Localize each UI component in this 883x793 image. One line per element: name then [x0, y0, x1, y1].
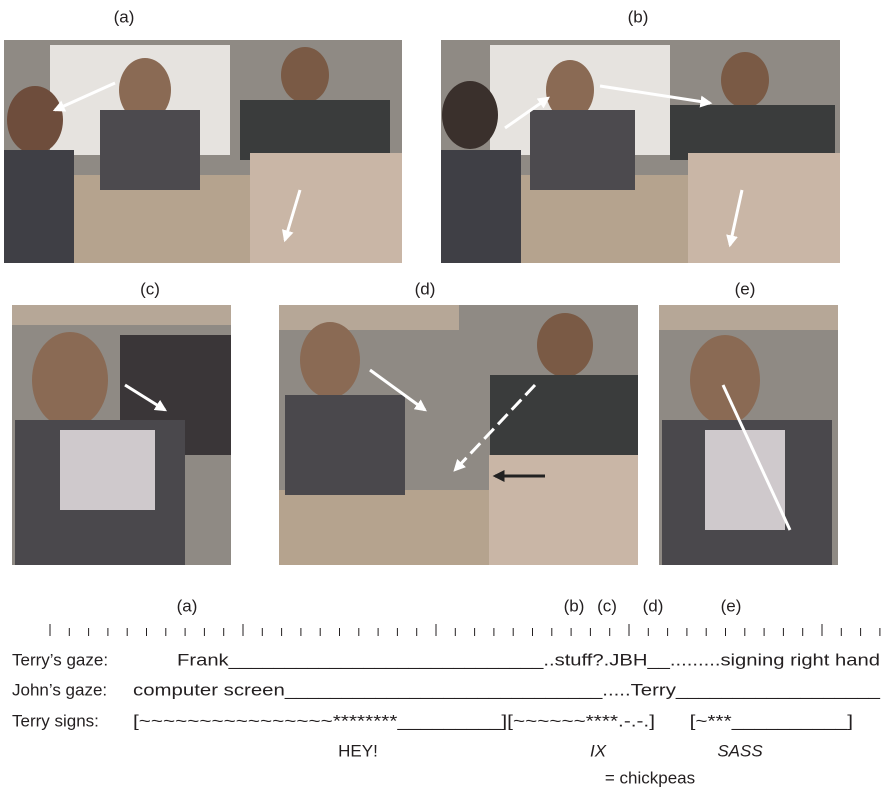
panel-label: (b): [628, 7, 649, 26]
photo: [12, 305, 231, 565]
timeline-ruler: [50, 624, 880, 636]
row-text: Frank____________________________..stuff…: [177, 650, 880, 669]
photo: [4, 40, 402, 263]
timeline-label: (a): [177, 596, 198, 615]
panel-label: (a): [114, 7, 135, 26]
row-text: [~~~~~~~~~~~~~~~~********_________][~~~~…: [133, 711, 853, 730]
timeline-label: (e): [721, 596, 742, 615]
figure: (a) (b) (c) (d) (e): [0, 0, 883, 793]
panel-label: (c): [140, 279, 160, 298]
row-label: John’s gaze:: [12, 680, 107, 699]
row-text: computer screen_________________________…: [133, 680, 881, 699]
photo: [441, 40, 840, 263]
row-label: Terry signs:: [12, 711, 99, 730]
row-label: Terry’s gaze:: [12, 650, 108, 669]
panel-label: (e): [735, 279, 756, 298]
timeline-label: (b): [564, 596, 585, 615]
timeline-label: (c): [597, 596, 617, 615]
photo: [659, 305, 838, 565]
gloss: IX: [590, 741, 607, 760]
photo: [279, 305, 638, 565]
gloss: HEY!: [338, 741, 378, 760]
gloss: SASS: [717, 741, 763, 760]
timeline-label: (d): [643, 596, 664, 615]
panel-label: (d): [415, 279, 436, 298]
gloss: = chickpeas: [605, 768, 695, 787]
